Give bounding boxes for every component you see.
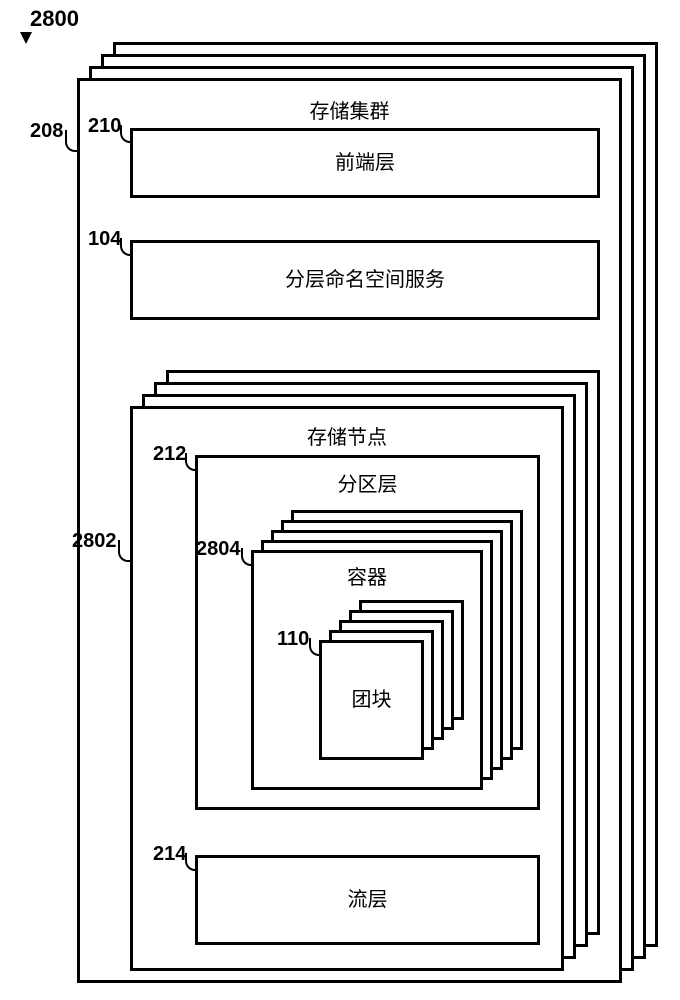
namespace-title: 分层命名空间服务	[133, 243, 597, 317]
frontend-box: 前端层	[130, 128, 600, 198]
frontend-ref-label: 210	[88, 115, 121, 138]
partition-ref-label: 212	[153, 443, 186, 466]
frontend-title: 前端层	[133, 131, 597, 195]
stream-title: 流层	[198, 858, 537, 942]
partition-title: 分区层	[198, 468, 537, 497]
node-ref-label: 2802	[72, 530, 117, 553]
node-title: 存储节点	[133, 421, 561, 450]
stream-box: 流层	[195, 855, 540, 945]
figure-arrow-icon	[20, 32, 32, 44]
figure-ref-label: 2800	[30, 6, 79, 32]
container-title: 容器	[254, 561, 480, 590]
cluster-callout	[65, 130, 79, 152]
container-ref-label: 2804	[196, 538, 241, 561]
cluster-ref-label: 208	[30, 120, 63, 143]
blob-title: 团块	[322, 683, 421, 712]
node-callout	[118, 540, 132, 562]
blob-box: 团块	[319, 640, 424, 760]
cluster-title: 存储集群	[80, 95, 619, 124]
namespace-box: 分层命名空间服务	[130, 240, 600, 320]
blob-ref-label: 110	[277, 628, 309, 651]
stream-ref-label: 214	[153, 843, 186, 866]
namespace-ref-label: 104	[88, 228, 121, 251]
